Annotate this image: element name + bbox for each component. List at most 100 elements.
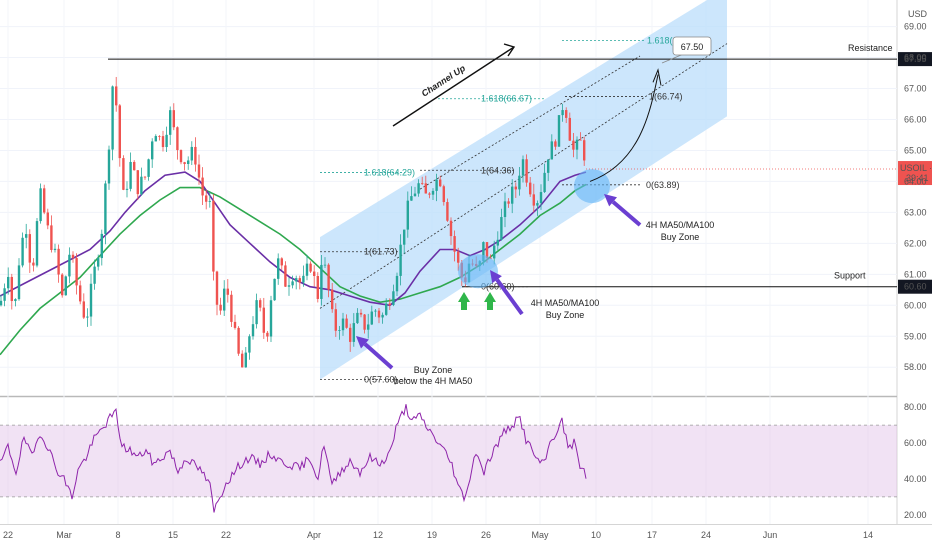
- price-tick-label: 66.00: [904, 114, 927, 124]
- candle: [500, 208, 503, 241]
- candle-body: [259, 300, 262, 308]
- candle-body: [43, 188, 46, 213]
- candle-body: [511, 186, 514, 204]
- candle: [35, 218, 39, 268]
- candle-body: [575, 139, 579, 150]
- target-callout-box: [672, 36, 712, 56]
- candle: [68, 247, 71, 284]
- rsi-tick-label: 20.00: [904, 510, 927, 520]
- candle-body: [518, 175, 521, 190]
- candle-body: [399, 244, 402, 276]
- candle-body: [10, 276, 13, 302]
- candle-body: [323, 264, 327, 266]
- candle: [388, 298, 391, 311]
- buy-zone-arrow: [604, 194, 642, 227]
- candle-body: [118, 105, 121, 159]
- target-price-label: 67.50: [681, 42, 704, 52]
- candle: [273, 278, 276, 301]
- candle-body: [93, 266, 96, 284]
- channel-up: [319, 0, 728, 380]
- candle-body: [550, 141, 553, 160]
- candle: [161, 130, 165, 152]
- candle: [136, 169, 139, 200]
- candle: [385, 298, 388, 316]
- candle-body: [75, 258, 78, 286]
- candle: [82, 293, 85, 320]
- candle-body: [97, 258, 100, 267]
- candle: [575, 136, 579, 160]
- candle: [122, 155, 125, 191]
- candle-body: [14, 299, 17, 302]
- buy-zone-1-line1: 4H MA50/MA100: [531, 298, 600, 308]
- time-tick-label: 22: [221, 530, 231, 540]
- candle-body: [291, 281, 294, 286]
- time-tick-label: 8: [115, 530, 120, 540]
- candle: [259, 298, 262, 312]
- candle: [53, 243, 57, 253]
- arrow-shaft: [363, 342, 394, 370]
- candle-body: [561, 110, 564, 116]
- candle: [194, 137, 197, 172]
- candle: [370, 305, 373, 326]
- candle: [496, 231, 499, 251]
- candle-body: [46, 212, 49, 226]
- candle-body: [107, 149, 111, 184]
- candle-body: [521, 159, 525, 176]
- candle: [269, 295, 273, 343]
- candle: [521, 155, 525, 183]
- candle: [50, 215, 53, 253]
- candle: [39, 183, 42, 224]
- candle: [417, 179, 420, 197]
- candle: [410, 186, 413, 201]
- candle: [266, 331, 269, 342]
- candle: [223, 280, 226, 316]
- candle: [421, 176, 424, 185]
- fib-label: 1(64.36): [481, 165, 515, 175]
- candle: [244, 347, 247, 368]
- resistance-price-label: 67.95: [904, 54, 927, 64]
- candle-body: [421, 183, 424, 185]
- candle: [525, 154, 528, 187]
- candle-body: [194, 146, 197, 165]
- candle: [338, 325, 341, 340]
- candle-body: [115, 86, 118, 106]
- candle: [208, 191, 211, 208]
- candle-body: [140, 176, 143, 195]
- candle: [543, 163, 546, 194]
- candle: [93, 259, 96, 290]
- candle: [557, 114, 561, 147]
- candle: [327, 263, 330, 298]
- candle-body: [129, 161, 132, 189]
- candle: [46, 208, 49, 230]
- candle-body: [284, 265, 287, 287]
- green-up-arrow: [458, 292, 470, 310]
- price-tick-label: 58.00: [904, 362, 927, 372]
- candle-body: [125, 188, 129, 190]
- candle-body: [17, 265, 21, 300]
- candle-body: [302, 275, 305, 283]
- fib-label: 1(61.73): [364, 247, 398, 257]
- candle: [532, 183, 535, 213]
- candle: [424, 175, 427, 194]
- green-arrow-shape: [458, 292, 470, 310]
- candle-body: [370, 311, 373, 325]
- arrow-head: [490, 270, 502, 284]
- candle: [61, 273, 64, 298]
- candle: [395, 272, 399, 296]
- arrow-shaft: [495, 278, 524, 316]
- arrow-head: [356, 336, 369, 349]
- price-tick-label: 63.00: [904, 207, 927, 217]
- candle-body: [61, 274, 64, 296]
- candle-body: [143, 176, 147, 178]
- rsi-indicator: 80.00 60.00 40.00 20.00: [0, 402, 927, 520]
- candle: [28, 229, 31, 273]
- candle-body: [385, 303, 388, 315]
- price-tick-label: 60.00: [904, 300, 927, 310]
- candle: [493, 240, 496, 265]
- candle: [539, 184, 543, 210]
- buy-zone-2-line1: 4H MA50/MA100: [646, 220, 715, 230]
- price-axis-background[interactable]: [897, 0, 932, 524]
- candle-body: [201, 177, 204, 196]
- candle: [32, 258, 35, 272]
